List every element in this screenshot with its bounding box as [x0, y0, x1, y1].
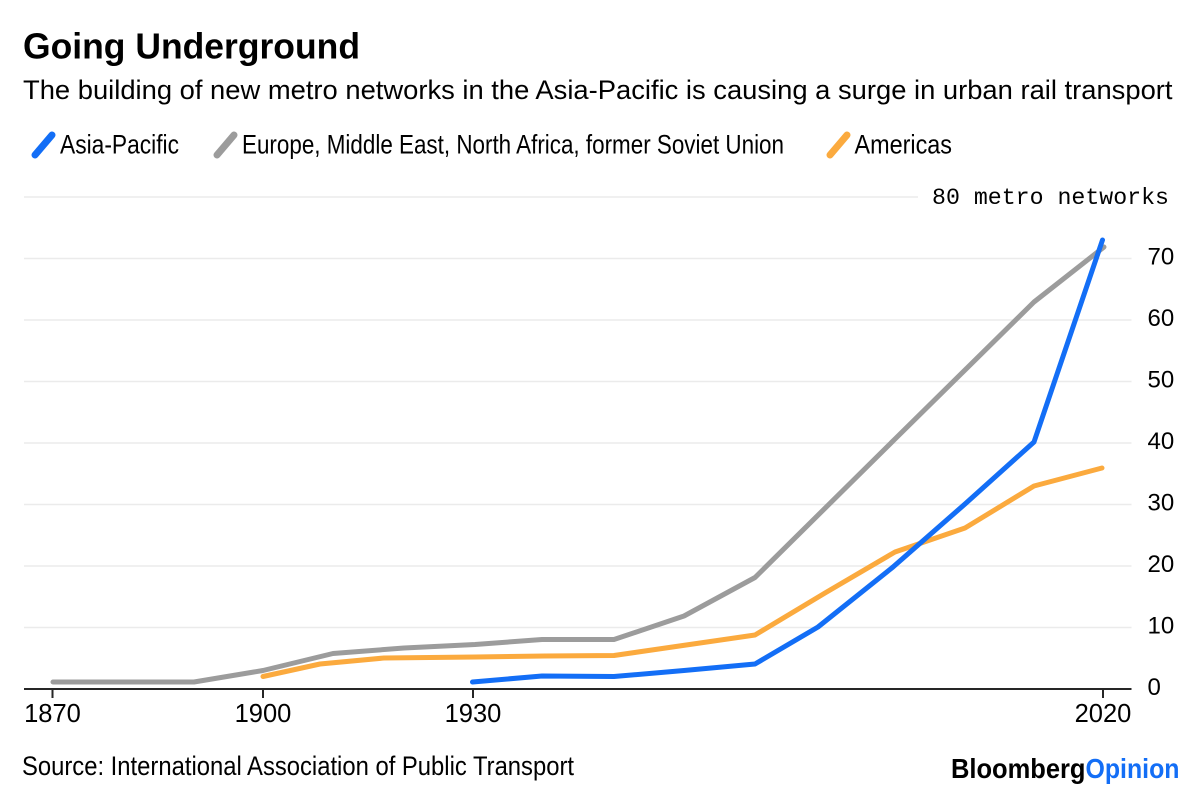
- svg-text:1900: 1900: [235, 700, 292, 728]
- svg-text:BloombergOpinion: BloombergOpinion: [951, 753, 1180, 784]
- svg-text:50: 50: [1148, 367, 1175, 394]
- svg-text:30: 30: [1148, 490, 1175, 517]
- svg-text:0: 0: [1148, 674, 1161, 701]
- svg-text:Going Underground: Going Underground: [23, 26, 360, 67]
- svg-text:60: 60: [1148, 305, 1175, 332]
- svg-text:40: 40: [1148, 428, 1175, 455]
- svg-text:2020: 2020: [1075, 700, 1132, 728]
- svg-text:Americas: Americas: [855, 130, 953, 160]
- svg-text:Source: International Associat: Source: International Association of Pub…: [22, 751, 575, 781]
- svg-text:70: 70: [1148, 244, 1175, 271]
- svg-text:10: 10: [1148, 613, 1175, 640]
- svg-text:1870: 1870: [24, 700, 81, 728]
- svg-text:80 metro networks: 80 metro networks: [932, 185, 1169, 212]
- svg-text:20: 20: [1148, 551, 1175, 578]
- svg-text:Asia-Pacific: Asia-Pacific: [60, 130, 179, 160]
- svg-text:The building of new metro netw: The building of new metro networks in th…: [23, 75, 1173, 105]
- svg-text:1930: 1930: [445, 700, 502, 728]
- svg-text:Europe, Middle East, North Afr: Europe, Middle East, North Africa, forme…: [242, 130, 784, 160]
